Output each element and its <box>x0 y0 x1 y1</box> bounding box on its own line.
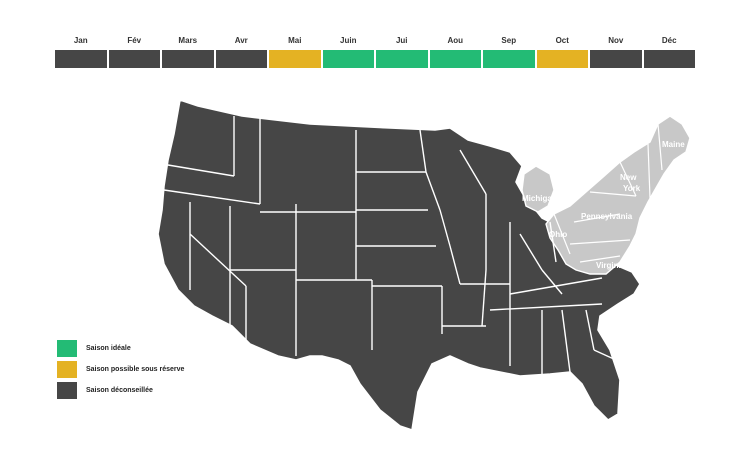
legend-item-not-recommended: Saison déconseillée <box>57 380 184 400</box>
usa-dark-region <box>157 99 641 431</box>
month-aug: Aou <box>429 36 483 68</box>
month-status-cell <box>643 50 695 68</box>
legend-swatch <box>57 360 77 378</box>
month-label: Juin <box>340 36 357 45</box>
month-jan: Jan <box>54 36 108 68</box>
month-sep: Sep <box>482 36 536 68</box>
michigan-region <box>521 165 555 213</box>
legend-label: Saison déconseillée <box>86 386 153 394</box>
month-status-cell <box>108 50 160 68</box>
state-label-pennsylvania: Pennsylvania <box>581 212 633 221</box>
month-status-cell <box>536 50 588 68</box>
month-feb: Fév <box>108 36 162 68</box>
month-apr: Avr <box>215 36 269 68</box>
state-label-new-york-line2: York <box>623 184 641 193</box>
month-label: Nov <box>608 36 624 45</box>
month-status-cell <box>590 50 642 68</box>
usa-map-svg: Michigan Ohio New York Pennsylvania Virg… <box>157 99 691 431</box>
state-label-maine: Maine <box>662 140 685 149</box>
legend-swatch <box>57 381 77 399</box>
month-label: Aou <box>447 36 464 45</box>
month-status-cell <box>269 50 321 68</box>
month-label: Oct <box>555 36 569 45</box>
month-oct: Oct <box>536 36 590 68</box>
month-label: Déc <box>661 36 677 45</box>
legend: Saison idéale Saison possible sous réser… <box>57 338 184 401</box>
month-status-cell <box>429 50 481 68</box>
legend-swatch <box>57 339 77 357</box>
legend-label: Saison idéale <box>86 344 131 352</box>
month-label: Sep <box>501 36 517 45</box>
state-label-michigan: Michigan <box>522 194 557 203</box>
month-mar: Mars <box>161 36 215 68</box>
month-label: Jui <box>395 36 408 45</box>
month-dec: Déc <box>643 36 697 68</box>
month-label: Mai <box>288 36 302 45</box>
state-label-new-york-line1: New <box>620 173 637 182</box>
month-status-cell <box>215 50 267 68</box>
month-jun: Juin <box>322 36 376 68</box>
northeast-borders <box>553 123 663 263</box>
month-status-cell <box>55 50 107 68</box>
state-label-virginia: Virginia <box>596 261 626 270</box>
month-label: Fév <box>127 36 142 45</box>
state-label-ohio: Ohio <box>549 230 567 239</box>
usa-map: Michigan Ohio New York Pennsylvania Virg… <box>150 94 710 434</box>
legend-item-ideal: Saison idéale <box>57 338 184 358</box>
state-label-new-york: New York <box>620 173 641 193</box>
legend-item-possible: Saison possible sous réserve <box>57 359 184 379</box>
month-label: Avr <box>234 36 248 45</box>
month-label: Mars <box>178 36 198 45</box>
legend-label: Saison possible sous réserve <box>86 365 185 373</box>
month-status-cell <box>162 50 214 68</box>
month-status-cell <box>376 50 428 68</box>
month-label: Jan <box>73 36 88 45</box>
month-calendar: Jan Fév Mars Avr Mai Juin Jui Aou Sep Oc… <box>54 36 696 68</box>
month-nov: Nov <box>589 36 643 68</box>
state-borders <box>161 116 617 374</box>
month-jul: Jui <box>375 36 429 68</box>
month-status-cell <box>483 50 535 68</box>
month-status-cell <box>322 50 374 68</box>
month-may: Mai <box>268 36 322 68</box>
